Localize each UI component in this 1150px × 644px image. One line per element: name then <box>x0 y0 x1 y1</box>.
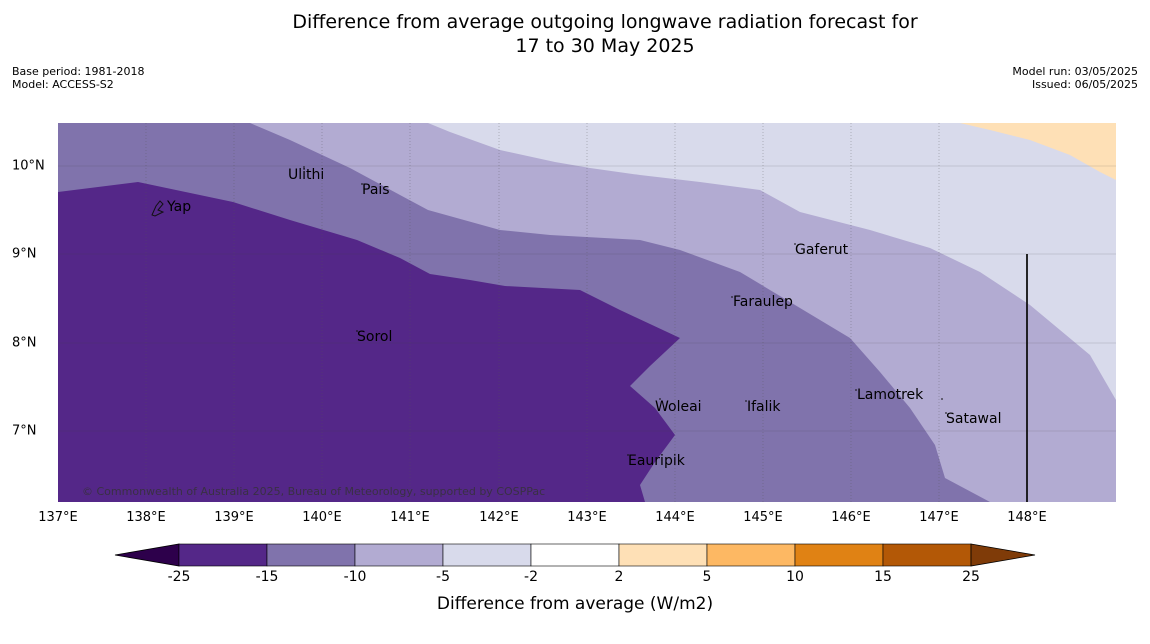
place-label-gaferut: Gaferut <box>795 242 849 258</box>
lon-label: 140°E <box>302 510 342 525</box>
place-label-yap: Yap <box>167 199 192 215</box>
place-label-eauripik: Eauripik <box>628 453 685 469</box>
colorbar-label: Difference from average (W/m2) <box>436 594 714 614</box>
lon-label: 148°E <box>1007 510 1047 525</box>
colorbar-segment <box>442 543 532 567</box>
place-label-sorol: Sorol <box>357 329 393 345</box>
colorbar-tick: -25 <box>167 569 191 585</box>
colorbar-segment <box>706 543 796 567</box>
place-label-woleai: Woleai <box>655 399 702 415</box>
colorbar-tick: 10 <box>786 569 804 585</box>
lon-label: 143°E <box>567 510 607 525</box>
lat-label: 10°N <box>12 158 45 174</box>
colorbar-segment <box>178 543 268 567</box>
colorbar-extend-high <box>970 543 1036 567</box>
region-neg25-to-neg15 <box>58 182 680 502</box>
colorbar-segment <box>794 543 884 567</box>
model-run: Model run: 03/05/2025 <box>1012 65 1138 78</box>
issued-date: Issued: 06/05/2025 <box>1031 78 1138 91</box>
lon-label: 146°E <box>831 510 871 525</box>
lat-label: 8°N <box>12 335 37 351</box>
place-label-ifalik: Ifalik <box>747 399 781 415</box>
place-label-lamotrek: Lamotrek <box>857 387 924 403</box>
colorbar-tick: -5 <box>436 569 450 585</box>
lon-label: 137°E <box>38 510 78 525</box>
colorbar-tick: -15 <box>255 569 279 585</box>
yap-island-shape <box>151 200 165 217</box>
lat-label: 7°N <box>12 423 37 439</box>
colorbar-segment <box>530 543 620 567</box>
place-label-satawal: Satawal <box>946 411 1002 427</box>
gridlines <box>145 123 940 502</box>
colorbar-segment <box>266 543 356 567</box>
lat-label: 9°N <box>12 246 37 262</box>
colorbar-segment <box>618 543 708 567</box>
colorbar-tick: -2 <box>524 569 538 585</box>
colorbar-segment <box>882 543 972 567</box>
chart-title: Difference from average outgoing longwav… <box>0 10 1150 58</box>
island-markers <box>151 166 947 456</box>
lat-gridlines <box>58 165 1116 432</box>
place-label-ulithi: Ulithi <box>288 167 325 183</box>
meta-right: Model run: 03/05/2025 Issued: 06/05/2025 <box>1012 65 1138 91</box>
colorbar-tick: 15 <box>874 569 892 585</box>
base-period: Base period: 1981-2018 <box>12 65 145 78</box>
model-name: Model: ACCESS-S2 <box>12 78 114 91</box>
colorbar-tick: 25 <box>962 569 980 585</box>
region-positive-2-to-5 <box>960 123 1116 180</box>
place-label-faraulep: Faraulep <box>733 294 793 310</box>
colorbar-tick: 5 <box>702 569 712 585</box>
lon-label: 142°E <box>479 510 519 525</box>
title-line-2: 17 to 30 May 2025 <box>515 35 695 57</box>
lon-label: 141°E <box>390 510 430 525</box>
colorbar-extend-low <box>114 543 180 567</box>
lon-label: 144°E <box>655 510 695 525</box>
lon-label: 145°E <box>743 510 783 525</box>
colorbar-tick: 2 <box>614 569 624 585</box>
colorbar-tick: -10 <box>343 569 367 585</box>
lon-label: 147°E <box>919 510 959 525</box>
title-line-1: Difference from average outgoing longwav… <box>292 11 918 33</box>
colorbar-segments <box>114 543 1036 567</box>
place-label-pais: Pais <box>362 182 390 198</box>
colorbar-segment <box>354 543 444 567</box>
meta-left: Base period: 1981-2018 Model: ACCESS-S2 <box>12 65 144 91</box>
lon-label: 138°E <box>126 510 166 525</box>
copyright-text: © Commonwealth of Australia 2025, Bureau… <box>82 485 546 498</box>
lon-label: 139°E <box>214 510 254 525</box>
